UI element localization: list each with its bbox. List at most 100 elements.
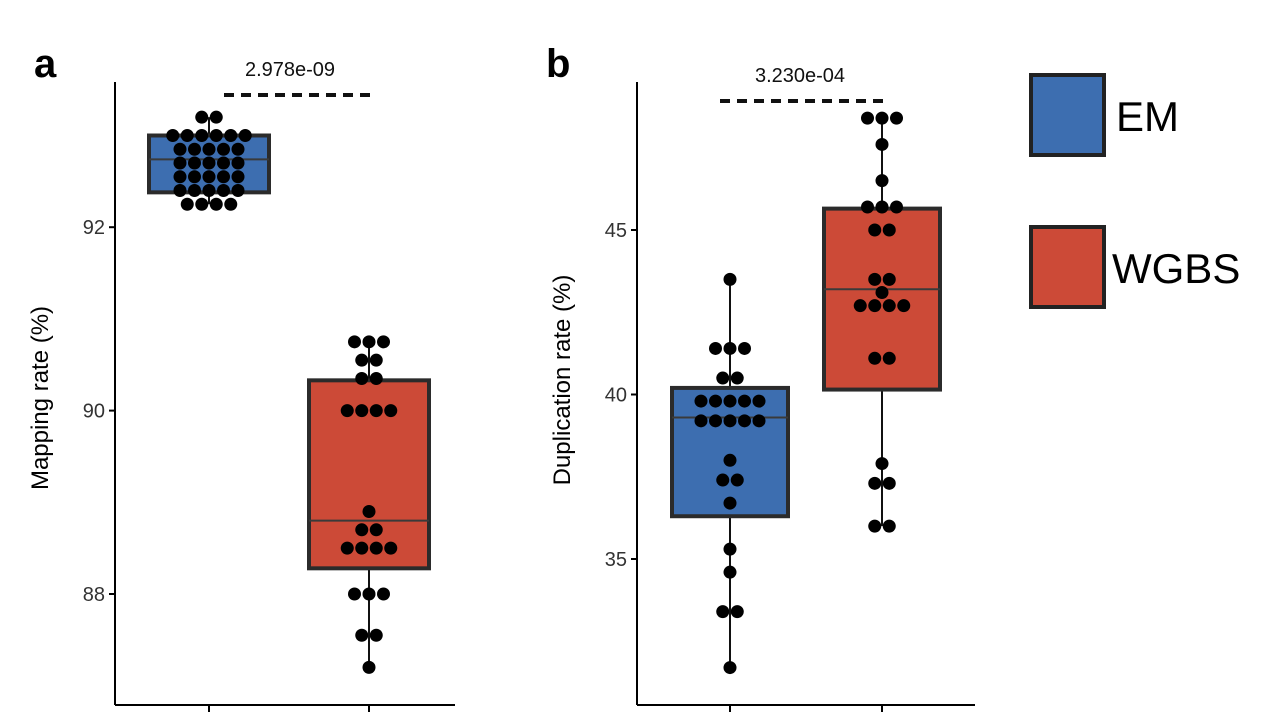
em-data-point	[180, 197, 194, 211]
wgbs-data-point	[355, 404, 369, 418]
em-data-point	[231, 142, 245, 156]
panel-b-y-axis-title: Duplication rate (%)	[549, 275, 576, 486]
legend-label-wgbs: WGBS	[1112, 245, 1240, 292]
em-data-point	[202, 170, 216, 184]
wgbs-data-point	[384, 404, 398, 418]
legend-swatch-em	[1029, 73, 1106, 157]
em-data-point	[180, 129, 194, 142]
panel-a-letter: a	[34, 42, 57, 86]
legend: EM WGBS	[1029, 73, 1240, 309]
wgbs-data-point	[868, 223, 882, 237]
em-data-point	[231, 170, 245, 184]
wgbs-data-point	[875, 200, 889, 214]
wgbs-data-point	[362, 660, 376, 674]
em-data-point	[752, 414, 766, 428]
wgbs-data-point	[875, 286, 889, 300]
wgbs-data-point	[355, 353, 369, 367]
legend-label-em: EM	[1116, 93, 1179, 140]
em-data-point	[716, 371, 730, 385]
em-data-point	[224, 197, 238, 211]
wgbs-data-point	[369, 628, 383, 642]
wgbs-data-point	[369, 372, 383, 386]
em-data-point	[730, 473, 744, 487]
em-data-point	[202, 156, 216, 170]
em-data-point	[231, 184, 245, 198]
wgbs-data-point	[875, 137, 889, 151]
em-data-point	[723, 341, 737, 355]
em-data-point	[173, 142, 187, 156]
wgbs-data-point	[853, 299, 867, 313]
em-data-point	[723, 542, 737, 556]
y-tick-label: 88	[83, 584, 105, 606]
em-data-point	[209, 110, 223, 124]
em-data-point	[231, 156, 245, 170]
em-data-point	[166, 129, 180, 142]
wgbs-data-point	[355, 523, 369, 537]
wgbs-data-point	[348, 335, 361, 349]
em-data-point	[738, 341, 751, 355]
y-tick-label: 35	[605, 549, 627, 571]
wgbs-data-point	[377, 587, 390, 601]
panel-a-y-axis-title: Mapping rate (%)	[27, 306, 54, 490]
em-data-point	[694, 394, 708, 408]
wgbs-box	[307, 378, 431, 571]
wgbs-data-point	[861, 111, 874, 125]
wgbs-data-point	[882, 272, 896, 286]
panel-a-pvalue: 2.978e-09	[245, 59, 335, 81]
wgbs-data-point	[861, 200, 874, 214]
em-data-point	[694, 414, 708, 428]
panel-b-pvalue: 3.230e-04	[755, 65, 845, 87]
wgbs-data-point	[868, 519, 882, 533]
em-data-point	[195, 197, 209, 211]
panel-b: b 3.230e-04 Duplication rate (%) 35 40 45	[546, 42, 975, 712]
em-data-point	[723, 661, 737, 675]
em-data-point	[217, 156, 230, 170]
wgbs-data-point	[362, 335, 376, 349]
wgbs-data-point	[362, 504, 376, 518]
y-tick-label: 90	[83, 401, 105, 423]
wgbs-data-point	[882, 299, 896, 313]
em-data-point	[716, 605, 730, 619]
wgbs-data-point	[868, 272, 882, 286]
y-tick-label: 92	[83, 217, 105, 239]
em-data-point	[238, 129, 252, 142]
wgbs-data-point	[340, 404, 354, 418]
wgbs-data-point	[369, 523, 383, 537]
panel-b-letter: b	[546, 42, 570, 86]
em-data-point	[188, 184, 201, 198]
wgbs-data-point	[377, 335, 390, 349]
em-box	[670, 385, 790, 519]
em-data-point	[730, 371, 744, 385]
em-data-point	[723, 565, 737, 579]
wgbs-data-point	[384, 541, 398, 555]
wgbs-data-point	[890, 111, 903, 125]
wgbs-box	[822, 206, 942, 392]
panel-b-plot-area: 35 40 45	[605, 82, 975, 712]
em-data-point	[723, 453, 737, 467]
em-data-point	[709, 394, 722, 408]
wgbs-data-point	[362, 587, 376, 601]
wgbs-data-point	[875, 111, 889, 125]
em-data-point	[195, 129, 209, 142]
wgbs-data-point	[868, 299, 882, 313]
wgbs-data-point	[369, 353, 383, 367]
wgbs-data-point	[355, 541, 369, 555]
em-data-point	[723, 496, 737, 510]
em-data-point	[188, 170, 201, 184]
wgbs-data-point	[369, 404, 383, 418]
em-data-point	[730, 605, 744, 619]
wgbs-data-point	[882, 351, 896, 365]
em-data-point	[738, 414, 751, 428]
em-data-point	[173, 156, 187, 170]
y-tick-label: 45	[605, 220, 627, 242]
wgbs-data-point	[875, 457, 889, 471]
em-data-point	[217, 184, 230, 198]
em-data-point	[716, 473, 730, 487]
em-data-point	[752, 394, 766, 408]
em-data-point	[723, 414, 737, 428]
em-data-point	[217, 170, 230, 184]
wgbs-data-point	[348, 587, 361, 601]
wgbs-data-point	[355, 372, 369, 386]
em-data-point	[217, 142, 230, 156]
